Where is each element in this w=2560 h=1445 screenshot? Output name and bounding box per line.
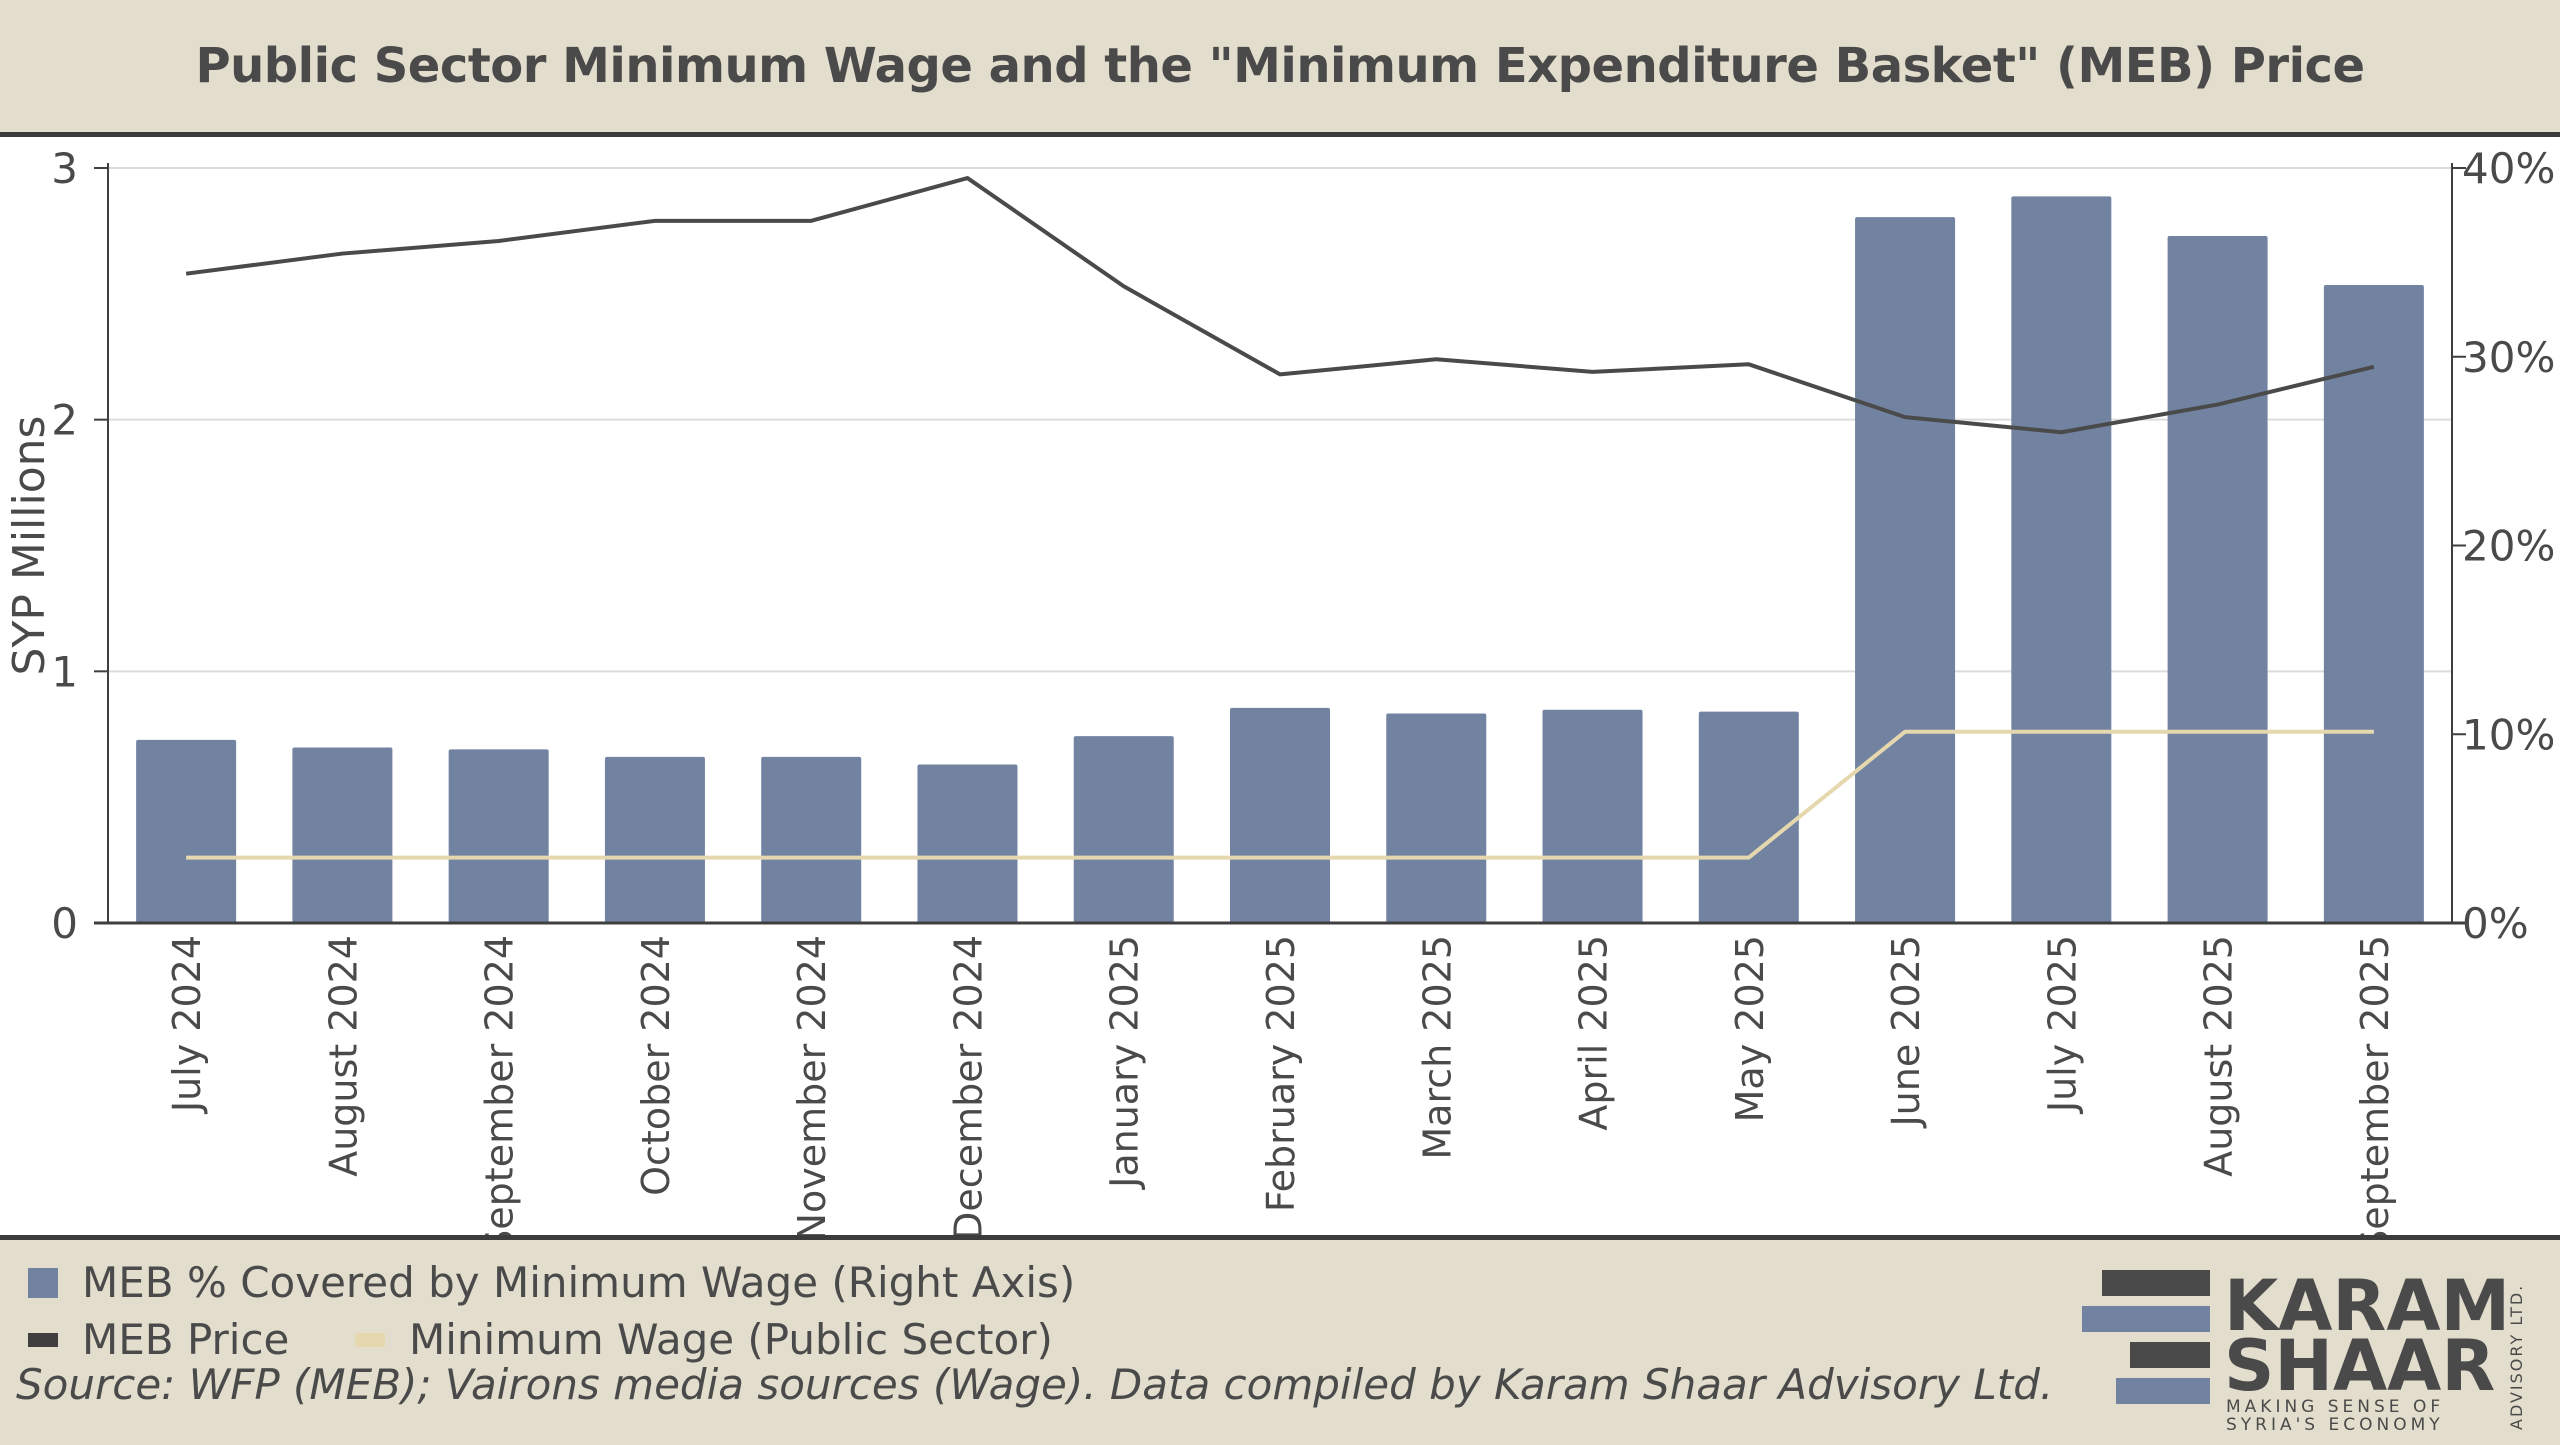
y2-tick-label: 10% <box>2462 710 2555 759</box>
logo-bar-2 <box>2082 1306 2210 1332</box>
x-tick-label: December 2024 <box>946 935 990 1235</box>
y2-tick-label: 40% <box>2462 144 2555 193</box>
chart-title: Public Sector Minimum Wage and the "Mini… <box>195 38 2365 94</box>
logo-side-text: ADVISORY LTD. <box>2507 1284 2526 1430</box>
source-note: Source: WFP (MEB); Vairons media sources… <box>16 1360 2054 1409</box>
meb-price-line <box>185 176 2375 435</box>
y-tick-label: 0 <box>51 899 78 948</box>
x-tick-label: January 2025 <box>1103 935 1147 1190</box>
logo-bar-4 <box>2116 1378 2210 1404</box>
x-tick-label: February 2025 <box>1259 935 1303 1212</box>
y-tick-label: 3 <box>51 144 78 193</box>
y-axis-label: SYP Millions <box>4 416 55 676</box>
bar <box>761 756 862 923</box>
bar <box>292 747 393 923</box>
legend-wage-label: Minimum Wage (Public Sector) <box>409 1315 1053 1364</box>
legend-bar-label: MEB % Covered by Minimum Wage (Right Axi… <box>82 1258 1076 1307</box>
bar <box>448 749 549 923</box>
x-tick-label: April 2025 <box>1572 935 1616 1131</box>
x-tick-label: September 2025 <box>2353 935 2397 1235</box>
bar <box>1542 709 1643 923</box>
x-tick-label: September 2024 <box>478 935 522 1235</box>
x-tick-label: August 2024 <box>321 935 365 1177</box>
y2-tick-label: 0% <box>2462 899 2529 948</box>
chart-header: Public Sector Minimum Wage and the "Mini… <box>0 0 2560 137</box>
minimum-wage-line <box>186 729 2374 860</box>
bar <box>2323 285 2424 923</box>
legend-item-wage: Minimum Wage (Public Sector) <box>355 1315 1053 1364</box>
logo-bar-1 <box>2102 1270 2210 1296</box>
y2-tick-label: 20% <box>2462 522 2555 571</box>
logo-bar-3 <box>2130 1342 2210 1368</box>
logo-tagline-2: SYRIA'S ECONOMY <box>2226 1415 2444 1432</box>
bar <box>1073 736 1174 923</box>
x-tick-label: May 2025 <box>1728 935 1772 1122</box>
legend-wage-swatch <box>355 1332 385 1347</box>
bar <box>1855 217 1956 923</box>
x-tick-label: August 2025 <box>2197 935 2241 1177</box>
legend-bar-swatch <box>28 1267 58 1298</box>
logo-word-1: KARAM <box>2224 1265 2510 1347</box>
legend-footer: MEB % Covered by Minimum Wage (Right Axi… <box>0 1235 2560 1445</box>
legend-item-meb: MEB Price <box>28 1315 289 1364</box>
bar <box>1698 711 1799 923</box>
logo-word-2: SHAAR <box>2224 1325 2495 1407</box>
legend-meb-label: MEB Price <box>82 1315 290 1364</box>
legend-item-bar: MEB % Covered by Minimum Wage (Right Axi… <box>28 1258 1075 1307</box>
x-tick-label: July 2025 <box>2040 935 2084 1114</box>
bar <box>917 764 1018 923</box>
plot-area: 0 1 2 3 0% 10% 20% 30% 40% July 2024 August 2024 Se… <box>0 137 2560 1254</box>
bar <box>1229 707 1331 923</box>
legend-meb-swatch <box>28 1332 58 1347</box>
x-tick-label: July 2024 <box>165 935 209 1114</box>
company-logo: KARAM SHAAR MAKING SENSE OF SYRIA'S ECON… <box>2080 1262 2540 1435</box>
x-tick-label: November 2024 <box>790 935 834 1235</box>
bar <box>2011 196 2112 923</box>
bar <box>1386 713 1487 923</box>
x-tick-label: March 2025 <box>1415 935 1459 1160</box>
x-tick-label: June 2025 <box>1884 935 1928 1129</box>
bar <box>136 739 237 923</box>
y-tick-label: 1 <box>51 647 78 696</box>
x-tick-label: October 2024 <box>634 935 678 1196</box>
y-tick-label: 2 <box>51 396 78 445</box>
logo-tagline-1: MAKING SENSE OF <box>2226 1397 2444 1417</box>
bar <box>604 756 705 923</box>
bar <box>2167 235 2268 923</box>
y2-tick-label: 30% <box>2462 333 2555 382</box>
